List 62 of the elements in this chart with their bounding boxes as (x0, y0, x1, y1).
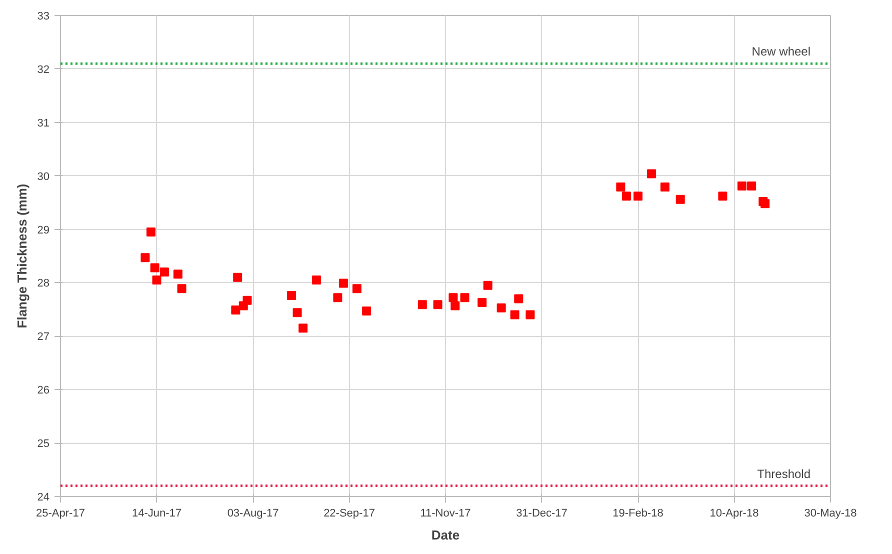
point (287, 291, 296, 300)
point (362, 306, 372, 316)
y-tick-label: 30 (37, 170, 50, 183)
point (292, 308, 302, 318)
x-tick-label: 03-Aug-17 (227, 508, 279, 520)
point (233, 272, 242, 282)
point (231, 305, 240, 314)
point (352, 284, 362, 294)
x-tick-label: 22-Sep-17 (324, 508, 375, 520)
point (483, 280, 492, 290)
y-tick-label: 33 (37, 10, 50, 22)
y-tick-label: 31 (37, 117, 50, 130)
point (298, 324, 308, 333)
x-tick-label: 30-May-18 (804, 508, 857, 520)
point (510, 310, 520, 320)
x-tick-label: 31-Dec-17 (516, 508, 568, 520)
point (242, 296, 252, 305)
point (660, 182, 670, 192)
point (146, 227, 156, 236)
ref-line-label: New wheel (752, 44, 811, 59)
point (140, 253, 150, 262)
y-tick-label: 26 (37, 384, 50, 397)
point (433, 300, 442, 310)
x-tick-label: 11-Nov-17 (420, 508, 471, 520)
x-tick-label: 10-Apr-18 (710, 508, 759, 520)
point (676, 194, 685, 204)
point (312, 276, 322, 285)
point (418, 300, 427, 310)
x-tick-label: 14-Jun-17 (132, 508, 182, 520)
y-tick-label: 25 (37, 438, 50, 450)
point (718, 192, 728, 201)
ref-line-label: Threshold (757, 466, 811, 481)
y-tick-label: 24 (37, 492, 50, 504)
y-tick-label: 29 (37, 224, 50, 236)
point (160, 268, 169, 277)
point (737, 181, 746, 190)
point (526, 310, 535, 320)
y-axis-title: Flange Thickness (mm) (14, 184, 30, 328)
y-tick-label: 27 (37, 331, 50, 344)
point (448, 293, 458, 302)
point (514, 294, 524, 304)
point (460, 293, 470, 302)
point (338, 278, 348, 288)
x-axis-title: Date (431, 528, 460, 542)
y-tick-label: 28 (37, 278, 50, 290)
point (760, 199, 770, 208)
point (173, 270, 182, 279)
point (747, 181, 756, 190)
y-tick-label: 32 (37, 64, 50, 76)
point (646, 169, 656, 178)
point (634, 192, 642, 201)
point (616, 182, 626, 192)
x-tick-label: 25-Apr-17 (36, 508, 85, 520)
point (622, 192, 631, 201)
point (478, 298, 487, 307)
point (152, 276, 162, 285)
point (177, 284, 186, 294)
point (496, 303, 506, 312)
x-tick-label: 19-Feb-18 (612, 508, 664, 520)
point (450, 301, 460, 310)
point (333, 293, 342, 302)
point (150, 263, 160, 272)
